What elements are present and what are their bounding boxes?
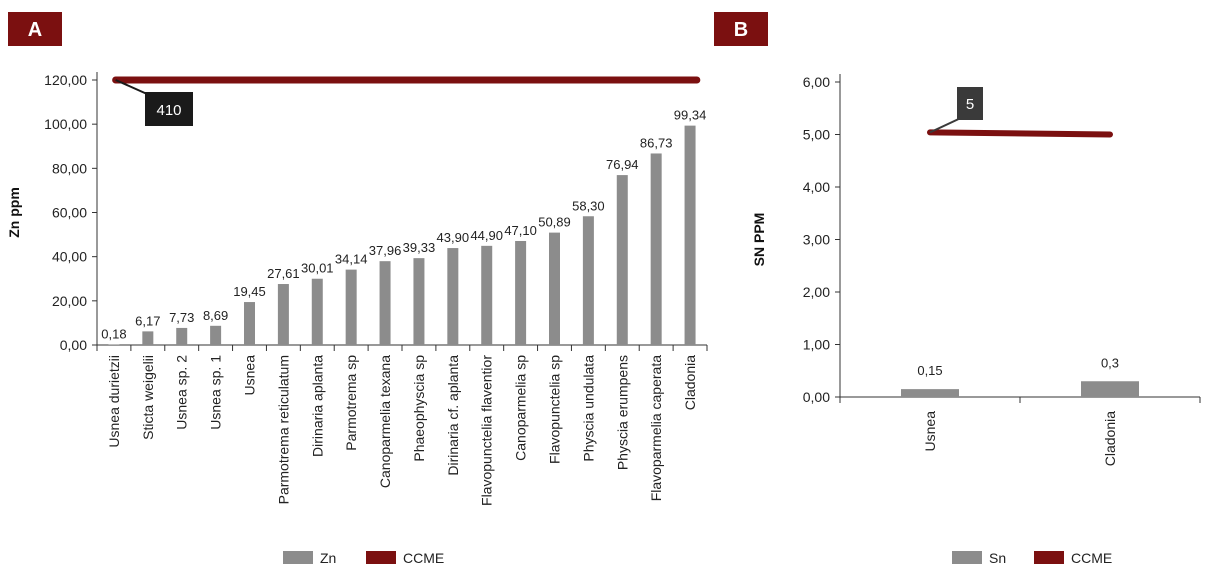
bar-sn bbox=[901, 389, 959, 397]
callout-box-a bbox=[145, 92, 193, 126]
y-tick-label-b: 0,00 bbox=[803, 389, 830, 405]
x-category-label-a: Parmotrema sp bbox=[343, 355, 359, 451]
legend-swatch-ccme-b bbox=[1034, 551, 1064, 564]
callout-label-b: 5 bbox=[966, 96, 974, 113]
callout-box-b bbox=[957, 87, 983, 120]
x-category-label-b: Cladonia bbox=[1102, 411, 1118, 466]
data-label-zn: 43,90 bbox=[437, 230, 470, 245]
data-label-zn: 8,69 bbox=[203, 308, 228, 323]
legend-swatch-zn bbox=[283, 551, 313, 564]
data-label-sn: 0,15 bbox=[917, 363, 942, 378]
x-category-label-a: Parmotrema reticulatum bbox=[275, 355, 291, 504]
data-label-zn: 7,73 bbox=[169, 310, 194, 325]
bar-zn bbox=[447, 248, 459, 345]
x-category-label-a: Flavopunctelia sp bbox=[547, 355, 563, 464]
x-category-label-a: Usnea bbox=[242, 355, 258, 396]
legend-label-zn: Zn bbox=[320, 550, 336, 566]
bar-zn bbox=[210, 325, 222, 345]
bar-zn bbox=[244, 302, 255, 345]
data-label-zn: 58,30 bbox=[572, 198, 605, 213]
bar-zn bbox=[549, 232, 560, 345]
x-category-label-a: Usnea durietzii bbox=[106, 355, 122, 448]
data-label-zn: 37,96 bbox=[369, 243, 402, 258]
legend-label-sn: Sn bbox=[989, 550, 1006, 566]
callout-label-a: 410 bbox=[156, 102, 181, 119]
data-label-zn: 50,89 bbox=[538, 215, 571, 230]
x-category-label-a: Physcia undulata bbox=[580, 355, 596, 462]
y-tick-label-b: 6,00 bbox=[803, 74, 830, 90]
x-category-label-a: Canoparmelia texana bbox=[377, 355, 393, 488]
y-tick-label-b: 3,00 bbox=[803, 232, 830, 248]
legend-swatch-ccme-a bbox=[366, 551, 396, 564]
bar-zn bbox=[345, 269, 357, 345]
x-category-label-a: Canoparmelia sp bbox=[513, 355, 529, 461]
y-axis-title-a: Zn ppm bbox=[6, 187, 22, 238]
ccme-line-b bbox=[927, 129, 1113, 138]
bar-zn bbox=[176, 327, 188, 345]
panel-badge-a bbox=[8, 12, 62, 46]
x-category-label-a: Cladonia bbox=[682, 355, 698, 410]
bar-zn bbox=[582, 216, 594, 345]
panel-b: B 0,00 1,00 2,00 3,00 4,00 5,00 6,00 SN PPM 0,15 U… bbox=[714, 12, 1201, 566]
panel-label-a: A bbox=[28, 19, 42, 41]
bar-zn bbox=[142, 331, 154, 345]
x-category-label-a: Sticta weigelii bbox=[140, 355, 156, 440]
data-label-zn: 76,94 bbox=[606, 157, 639, 172]
y-tick-label-a: 60,00 bbox=[52, 205, 87, 221]
data-label-sn: 0,3 bbox=[1101, 355, 1119, 370]
bar-zn bbox=[311, 278, 323, 345]
data-label-zn: 6,17 bbox=[135, 313, 160, 328]
x-category-label-a: Flavoparmelia caperata bbox=[648, 355, 664, 502]
data-label-zn: 39,33 bbox=[403, 240, 436, 255]
data-label-zn: 44,90 bbox=[470, 228, 503, 243]
data-label-zn: 19,45 bbox=[233, 284, 266, 299]
y-tick-label-b: 5,00 bbox=[803, 127, 830, 143]
bar-zn bbox=[650, 153, 662, 345]
data-label-zn: 34,14 bbox=[335, 252, 368, 267]
bar-zn bbox=[379, 261, 391, 345]
x-category-label-a: Usnea sp. 2 bbox=[174, 355, 190, 430]
y-tick-label-a: 100,00 bbox=[44, 116, 87, 132]
x-category-label-a: Dirinaria cf. aplanta bbox=[445, 355, 461, 476]
data-label-zn: 47,10 bbox=[504, 223, 537, 238]
x-category-label-b: Usnea bbox=[922, 411, 938, 452]
x-category-label-a: Phaeophyscia sp bbox=[411, 355, 427, 462]
x-category-label-a: Physcia erumpens bbox=[614, 355, 630, 470]
legend-label-ccme-a: CCME bbox=[403, 550, 444, 566]
panel-label-b: B bbox=[734, 19, 748, 41]
data-label-zn: 27,61 bbox=[267, 266, 300, 281]
y-tick-label-a: 80,00 bbox=[52, 160, 87, 176]
y-tick-label-b: 1,00 bbox=[803, 337, 830, 353]
bar-zn bbox=[277, 284, 289, 345]
y-axis-title-b: SN PPM bbox=[751, 213, 767, 267]
bar-zn bbox=[684, 125, 696, 345]
y-tick-label-a: 0,00 bbox=[60, 337, 87, 353]
y-tick-label-a: 20,00 bbox=[52, 293, 87, 309]
callout-pointer-b bbox=[929, 117, 961, 134]
x-category-label-a: Flavopunctelia flaventior bbox=[479, 355, 495, 506]
x-category-label-a: Usnea sp. 1 bbox=[208, 355, 224, 430]
bar-zn bbox=[515, 240, 527, 345]
x-category-label-a: Dirinaria aplanta bbox=[309, 355, 325, 457]
bar-zn bbox=[413, 258, 425, 345]
panel-a: A 0,00 20,00 40,00 60,00 80,00 100,00 120,00 Zn … bbox=[6, 12, 708, 566]
legend-swatch-sn bbox=[952, 551, 982, 564]
y-tick-label-b: 4,00 bbox=[803, 179, 830, 195]
bar-zn bbox=[481, 245, 493, 345]
bar-sn bbox=[1081, 381, 1139, 397]
y-tick-label-a: 120,00 bbox=[44, 72, 87, 88]
data-label-zn: 86,73 bbox=[640, 135, 673, 150]
data-label-zn: 99,34 bbox=[674, 108, 707, 123]
legend-label-ccme-b: CCME bbox=[1071, 550, 1112, 566]
panel-badge-b bbox=[714, 12, 768, 46]
bar-zn bbox=[616, 175, 628, 345]
y-tick-label-b: 2,00 bbox=[803, 284, 830, 300]
data-label-zn: 0,18 bbox=[101, 327, 126, 342]
y-tick-label-a: 40,00 bbox=[52, 249, 87, 265]
data-label-zn: 30,01 bbox=[301, 261, 334, 276]
